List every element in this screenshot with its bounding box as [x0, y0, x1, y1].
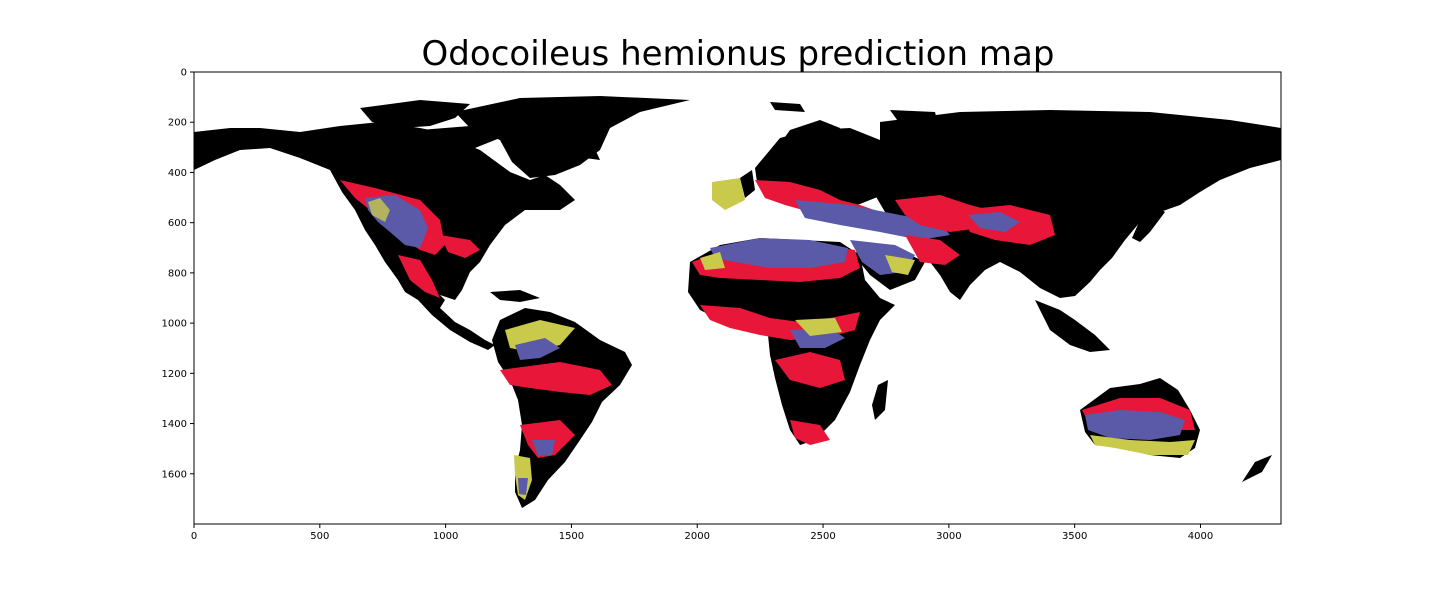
arctic-islands — [770, 102, 805, 112]
x-tick-label: 4000 — [1188, 531, 1213, 542]
x-tick-label: 1500 — [559, 531, 584, 542]
y-tick-label: 1000 — [162, 319, 187, 330]
x-tick-label: 500 — [310, 531, 329, 542]
plot-frame — [193, 71, 1282, 525]
north-america — [490, 290, 540, 302]
x-tick-label: 1000 — [433, 531, 458, 542]
arctic-islands — [360, 100, 470, 128]
australia — [1242, 455, 1272, 482]
y-tick-label: 400 — [168, 168, 187, 179]
africa — [688, 238, 895, 445]
map-raster — [194, 96, 1281, 508]
y-tick-label: 200 — [168, 118, 187, 129]
x-tick-label: 3000 — [936, 531, 961, 542]
y-axis: 0 200 400 600 800 1000 1200 1400 1600 — [162, 68, 194, 480]
asia — [875, 110, 1281, 300]
asia — [1132, 205, 1165, 242]
x-axis: 0 500 1000 1500 2000 2500 3000 3500 4000 — [191, 524, 1213, 542]
europe — [770, 120, 840, 172]
x-tick-label: 2000 — [685, 531, 710, 542]
y-tick-label: 1600 — [162, 469, 187, 480]
x-tick-label: 0 — [191, 531, 197, 542]
map-title: Odocoileus hemionus prediction map — [421, 34, 1055, 74]
africa — [872, 380, 888, 420]
y-tick-label: 800 — [168, 268, 187, 279]
y-tick-label: 0 — [181, 68, 187, 79]
asia — [1035, 300, 1110, 352]
x-tick-label: 2500 — [810, 531, 835, 542]
europe — [740, 170, 755, 198]
x-tick-label: 3500 — [1062, 531, 1087, 542]
suitability-overlay — [340, 178, 1195, 500]
y-tick-label: 600 — [168, 218, 187, 229]
arctic-islands — [568, 122, 600, 160]
y-tick-label: 1200 — [162, 369, 187, 380]
y-tick-label: 1400 — [162, 419, 187, 430]
north-america — [398, 280, 495, 350]
